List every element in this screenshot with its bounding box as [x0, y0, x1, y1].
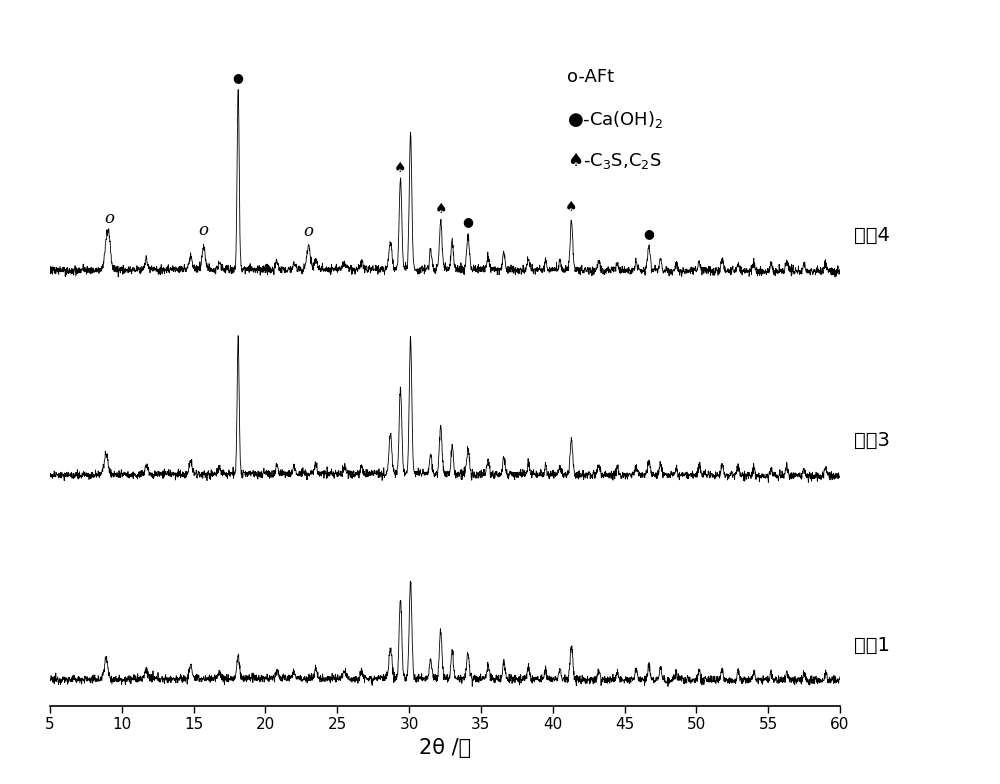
Text: ♠: ♠: [565, 201, 578, 215]
Text: 实夁1: 实夁1: [854, 636, 890, 655]
Text: ●: ●: [463, 215, 473, 228]
Text: o-AFt: o-AFt: [567, 68, 615, 86]
Text: ♠-C$_3$S,C$_2$S: ♠-C$_3$S,C$_2$S: [567, 150, 662, 171]
Text: 实夁4: 实夁4: [854, 227, 890, 245]
Text: 实夁3: 实夁3: [854, 431, 890, 450]
Text: o: o: [104, 209, 114, 227]
Text: ●: ●: [644, 227, 654, 240]
Text: o: o: [199, 222, 209, 238]
Text: ♠: ♠: [434, 202, 447, 216]
Text: ♠: ♠: [394, 161, 407, 175]
Text: ●: ●: [233, 71, 244, 84]
X-axis label: 2θ /度: 2θ /度: [419, 738, 471, 758]
Text: o: o: [304, 223, 314, 240]
Text: ●-Ca(OH)$_2$: ●-Ca(OH)$_2$: [567, 109, 664, 130]
